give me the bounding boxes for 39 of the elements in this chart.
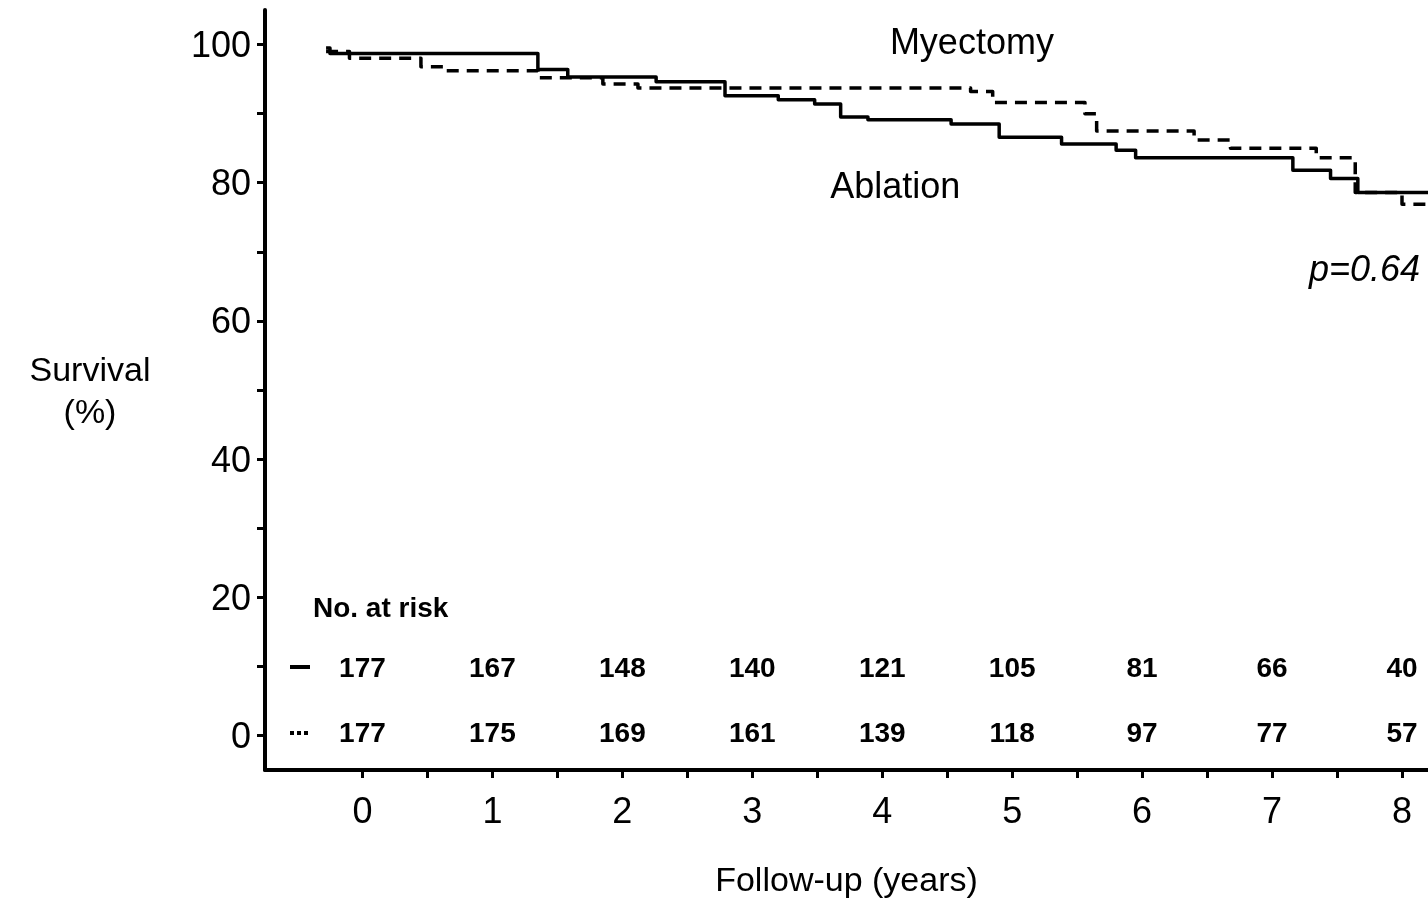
x-axis-title: Follow-up (years) xyxy=(715,860,978,898)
annotation: 40 xyxy=(1386,651,1418,683)
x-tick-label: 4 xyxy=(872,789,893,831)
annotation: p=0.64 xyxy=(1307,247,1420,289)
x-tick-label: 7 xyxy=(1262,789,1283,831)
y-tick-label: 60 xyxy=(210,300,251,342)
annotation: 167 xyxy=(469,651,516,683)
annotation: 161 xyxy=(728,717,776,749)
y-tick-label: 0 xyxy=(230,714,251,756)
series-label: Ablation xyxy=(830,164,961,206)
annotation: 81 xyxy=(1126,651,1158,683)
annotation: No. at risk xyxy=(312,592,449,624)
y-tick-label: 80 xyxy=(210,162,251,204)
x-tick-label: 8 xyxy=(1392,789,1413,831)
x-tick-label: 1 xyxy=(482,789,503,831)
x-tick-label: 2 xyxy=(612,789,633,831)
x-tick-label: 0 xyxy=(352,789,373,831)
annotation: 66 xyxy=(1256,651,1288,683)
y-tick-label: 100 xyxy=(190,24,251,66)
annotation: 177 xyxy=(339,651,386,683)
y-axis-title: Survival (%) xyxy=(29,350,151,430)
annotation: 139 xyxy=(858,717,906,749)
annotation: 77 xyxy=(1256,717,1288,749)
annotation: 97 xyxy=(1126,717,1158,749)
annotation: 175 xyxy=(469,717,516,749)
x-tick-label: 3 xyxy=(742,789,763,831)
annotation: 169 xyxy=(598,717,646,749)
annotation: 105 xyxy=(988,651,1036,683)
annotation: 177 xyxy=(339,717,386,749)
annotation: 140 xyxy=(728,651,776,683)
x-tick-label: 5 xyxy=(1002,789,1023,831)
y-tick-label: 20 xyxy=(210,576,251,618)
series-label: Myectomy xyxy=(889,20,1054,62)
annotation: 121 xyxy=(858,651,906,683)
x-tick-label: 6 xyxy=(1132,789,1153,831)
y-tick-label: 40 xyxy=(210,438,251,480)
annotation: 118 xyxy=(989,717,1035,749)
annotation: 148 xyxy=(598,651,646,683)
annotation: 57 xyxy=(1386,717,1418,749)
